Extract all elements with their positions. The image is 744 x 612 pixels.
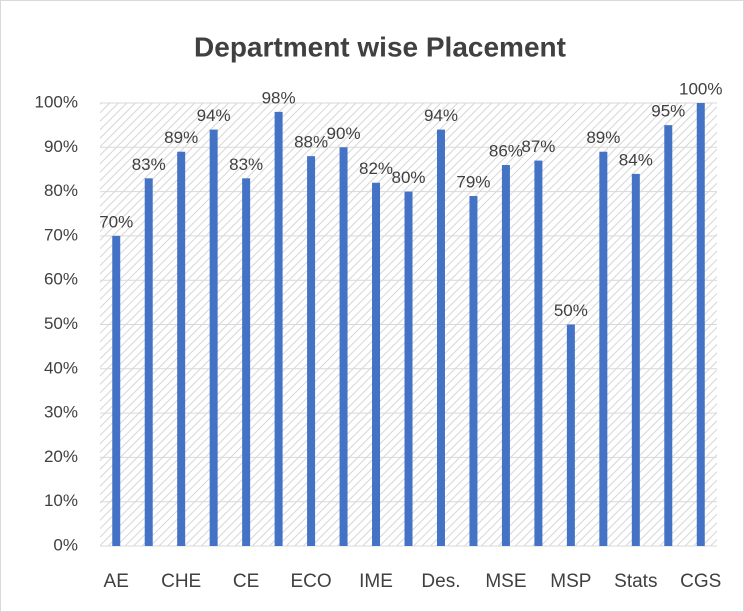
y-tick-label: 80% [44,181,78,200]
data-label: 89% [586,128,620,147]
x-tick-label: AE [104,571,129,592]
bar [534,160,543,546]
data-label: 50% [554,301,588,320]
x-tick-label: MSE [485,571,526,592]
x-tick-label: Des. [421,571,460,592]
y-tick-label: 70% [44,225,78,244]
data-label: 89% [164,128,198,147]
y-tick-label: 100% [35,92,78,111]
data-label: 90% [327,124,361,143]
bar [242,178,251,546]
bar [307,156,316,546]
data-label: 83% [132,155,166,174]
data-label: 94% [197,106,231,125]
y-tick-label: 60% [44,270,78,289]
bar [177,151,186,547]
bar [274,111,283,547]
bar [144,178,153,546]
data-label: 98% [262,88,296,107]
x-tick-label: CE [233,571,259,592]
chart-title: Department wise Placement [194,31,566,62]
data-label: 79% [456,173,490,192]
data-label: 94% [424,106,458,125]
x-tick-label: Stats [614,571,657,592]
x-tick-label: CHE [161,571,201,592]
data-label: 83% [229,155,263,174]
data-label: 87% [521,137,555,156]
x-tick-label: ECO [290,571,331,592]
bar [404,191,413,546]
x-tick-label: CGS [680,571,721,592]
bar [664,125,673,547]
y-tick-label: 90% [44,137,78,156]
bar [209,129,218,546]
data-label: 100% [679,79,722,98]
y-tick-label: 10% [44,491,78,510]
y-tick-label: 40% [44,358,78,377]
bar [372,182,381,547]
data-label: 82% [359,159,393,178]
bar [566,324,575,546]
data-label: 80% [391,168,425,187]
bar [339,147,348,547]
bar [112,235,121,546]
x-tick-label: MSP [550,571,591,592]
data-label: 95% [651,102,685,121]
y-tick-label: 0% [53,535,78,554]
data-label: 88% [294,133,328,152]
data-label: 84% [619,150,653,169]
y-tick-label: 50% [44,314,78,333]
bar [696,103,705,546]
bar [436,129,445,546]
bar [469,196,478,546]
x-tick-label: IME [359,571,393,592]
y-tick-label: 30% [44,403,78,422]
y-tick-label: 20% [44,447,78,466]
bar [631,173,640,546]
data-label: 86% [489,142,523,161]
bar [501,165,510,546]
bar [599,151,608,547]
data-label: 70% [99,212,133,231]
